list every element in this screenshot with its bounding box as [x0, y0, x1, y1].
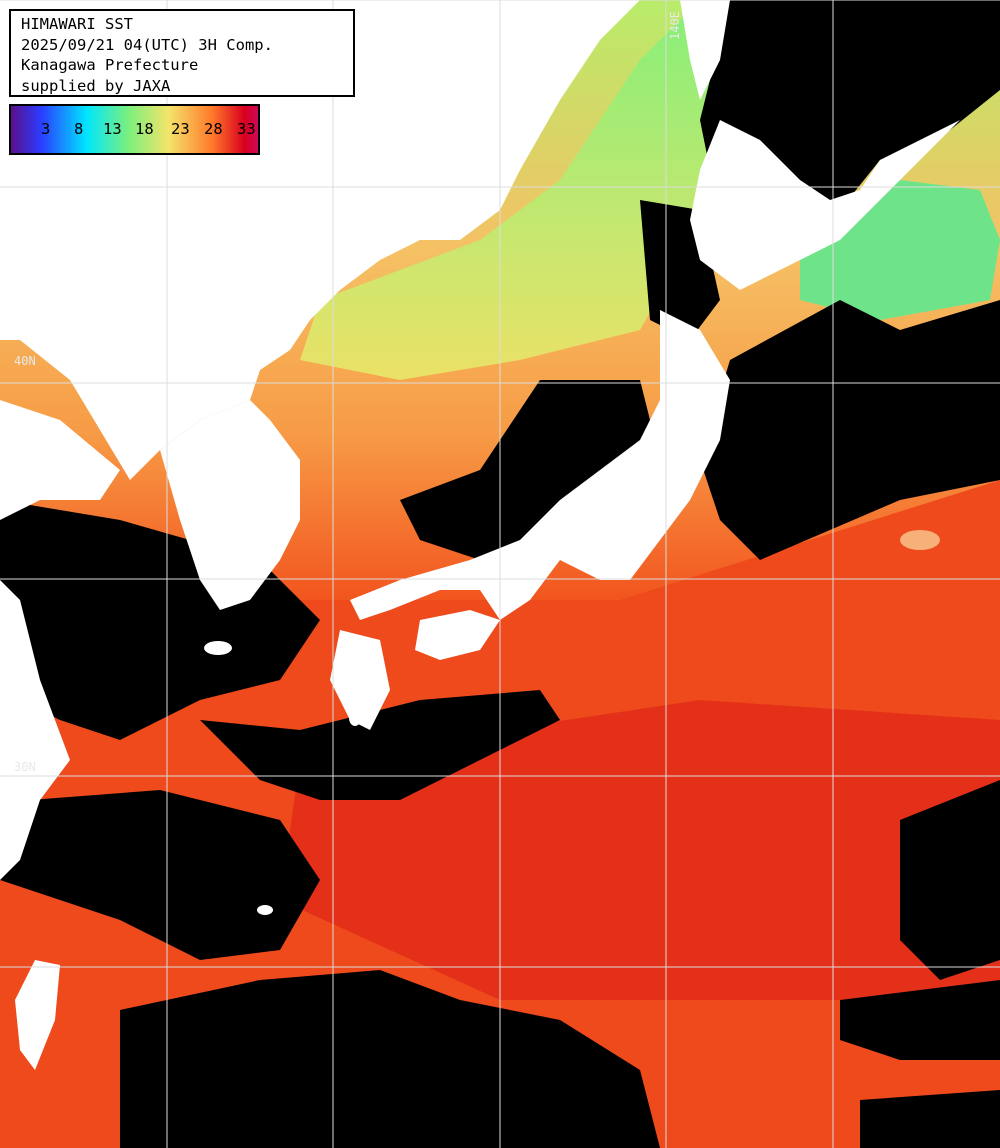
product-title: HIMAWARI SST: [21, 15, 133, 33]
supplier-prefecture: Kanagawa Prefecture: [21, 56, 199, 74]
lat-label-30n: 30N: [14, 760, 36, 774]
legend-tick-label: 33: [237, 120, 256, 138]
color-scale-legend: 3 8 13 18 23 28 33: [9, 104, 260, 155]
legend-tick-label: 18: [135, 120, 154, 138]
info-panel: HIMAWARI SST 2025/09/21 04(UTC) 3H Comp.…: [9, 9, 355, 97]
legend-tick-label: 8: [74, 120, 84, 138]
legend-tick-label: 13: [103, 120, 122, 138]
color-scale-ticks: 3 8 13 18 23 28 33: [11, 106, 258, 153]
legend-tick-label: 3: [41, 120, 51, 138]
legend-tick-label: 23: [171, 120, 190, 138]
lat-label-40n: 40N: [14, 354, 36, 368]
legend-tick-label: 28: [204, 120, 223, 138]
lon-label-140e: 140E: [668, 11, 682, 40]
hot-pacific-water: [280, 700, 1000, 1000]
data-provider: supplied by JAXA: [21, 76, 171, 95]
color-scale-bar: [11, 106, 258, 153]
observation-time: 2025/09/21 04(UTC) 3H Comp.: [21, 35, 273, 54]
sea-of-japan-cool-water: [300, 0, 740, 380]
